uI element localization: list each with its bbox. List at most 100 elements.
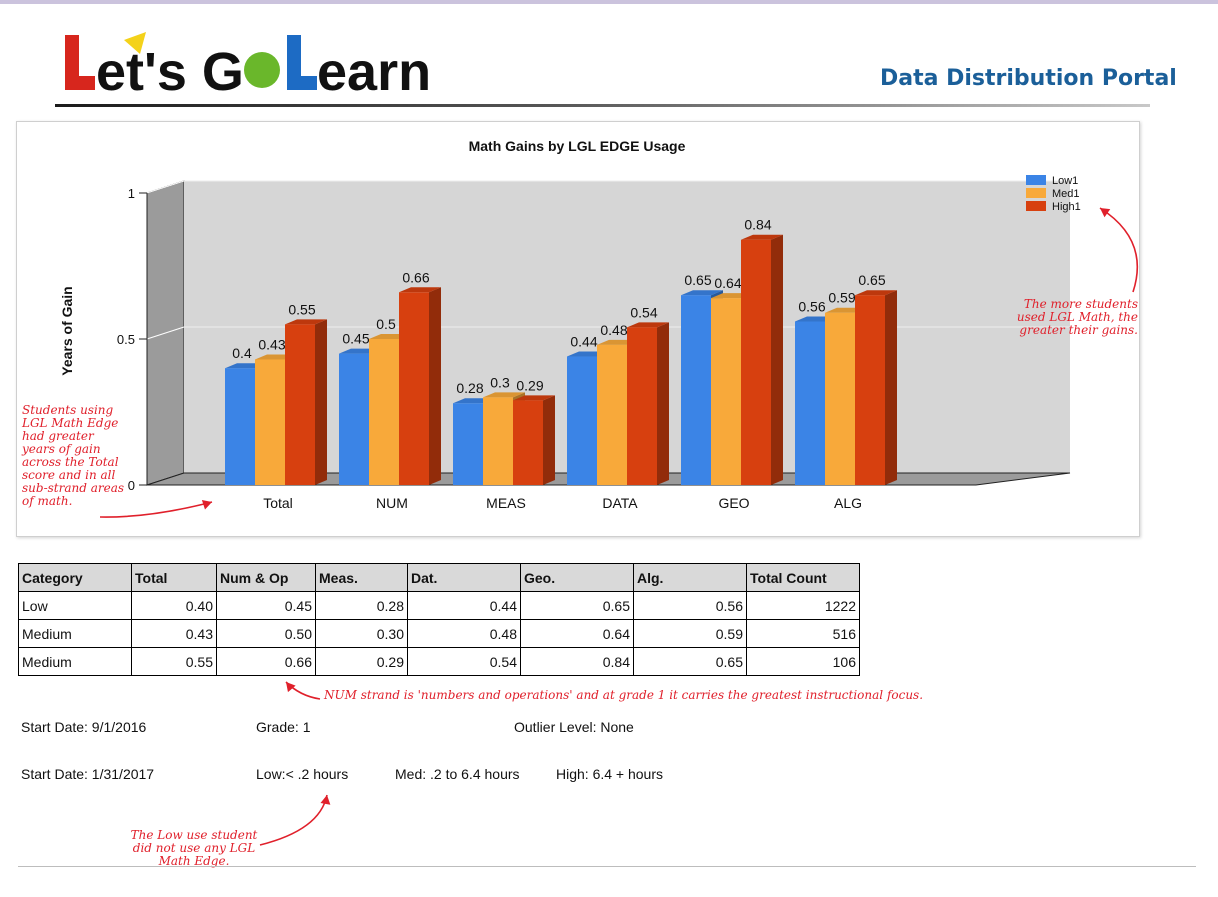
annotation-num-strand: NUM strand is 'numbers and operations' a…	[324, 688, 924, 702]
table-header: Total	[131, 563, 217, 592]
med-hours: Med: .2 to 6.4 hours	[395, 766, 520, 782]
table-cell: 0.30	[315, 619, 408, 648]
data-label: 0.5	[376, 316, 396, 332]
data-label: 0.29	[516, 377, 543, 393]
bar	[855, 295, 885, 485]
table-cell: Medium	[18, 619, 132, 648]
header-divider	[55, 104, 1150, 107]
data-label: 0.4	[232, 345, 252, 361]
annotation-low-use: The Low use student did not use any LGL …	[130, 828, 258, 868]
logo-l-icon-2	[287, 35, 317, 90]
data-label: 0.84	[744, 217, 771, 233]
annotation-arrow	[99, 501, 213, 518]
svg-text:earn: earn	[317, 42, 431, 100]
table-cell: 0.48	[407, 619, 521, 648]
arrow-head-icon	[320, 795, 331, 805]
bar-top	[855, 290, 897, 296]
table-row: Medium 0.43 0.50 0.30 0.48 0.64 0.59 516	[18, 619, 860, 648]
y-tick-label: 0.5	[117, 332, 135, 347]
legend-swatch	[1026, 188, 1046, 198]
bar	[399, 292, 429, 485]
table-header: Meas.	[315, 563, 408, 592]
start-date: Start Date: 9/1/2016	[21, 719, 147, 735]
high-hours: High: 6.4 + hours	[556, 766, 664, 782]
table-cell: 516	[746, 619, 860, 648]
table-cell: 0.28	[315, 591, 408, 620]
svg-text:et's G: et's G	[96, 42, 244, 100]
table-row: Low 0.40 0.45 0.28 0.44 0.65 0.56 1222	[18, 591, 860, 620]
grade: Grade: 1	[256, 719, 311, 735]
logo-flag-icon	[124, 32, 146, 54]
bar	[681, 295, 711, 485]
bar-top	[483, 392, 525, 398]
footer-divider	[18, 866, 1196, 867]
logo-l-icon	[65, 35, 95, 90]
top-accent-strip	[0, 0, 1218, 4]
data-label: 0.44	[570, 334, 597, 350]
bar	[513, 400, 543, 485]
table-header-row: Category Total Num & Op Meas. Dat. Geo. …	[18, 563, 860, 592]
table-header: Alg.	[633, 563, 747, 592]
x-tick-label: DATA	[602, 495, 638, 511]
bar	[567, 356, 597, 485]
table-row: Medium 0.55 0.66 0.29 0.54 0.84 0.65 106	[18, 647, 860, 676]
bar-side	[315, 319, 327, 485]
summary-table: Category Total Num & Op Meas. Dat. Geo. …	[18, 563, 860, 676]
table-header: Geo.	[520, 563, 634, 592]
legend-label: High1	[1052, 201, 1081, 213]
grid-line-side	[146, 180, 185, 194]
y-axis-label: Years of Gain	[59, 286, 75, 375]
arrow-head-icon	[1100, 208, 1111, 218]
bar	[795, 321, 825, 485]
bar-side	[429, 287, 441, 485]
bar	[597, 344, 627, 485]
data-label: 0.55	[288, 301, 315, 317]
bar-side	[771, 234, 783, 485]
data-label: 0.59	[828, 290, 855, 306]
bar	[255, 359, 285, 485]
x-tick-label: MEAS	[486, 495, 526, 511]
table-cell: Medium	[18, 647, 132, 676]
legend-swatch	[1026, 175, 1046, 185]
data-label: 0.56	[798, 298, 825, 314]
grid-line-side	[146, 326, 185, 340]
table-cell: 0.65	[520, 591, 634, 620]
table-cell: 0.64	[520, 619, 634, 648]
table-cell: 1222	[746, 591, 860, 620]
bar-top	[399, 287, 441, 293]
table-cell: 0.40	[131, 591, 217, 620]
y-tick-label: 1	[128, 186, 135, 201]
annotation-right: The more students used LGL Math, the gre…	[1016, 297, 1138, 337]
bar	[369, 339, 399, 485]
data-label: 0.28	[456, 380, 483, 396]
outlier-level: Outlier Level: None	[514, 719, 634, 735]
table-header: Dat.	[407, 563, 521, 592]
data-label: 0.54	[630, 304, 657, 320]
table-cell: 0.56	[633, 591, 747, 620]
table-cell: 0.55	[131, 647, 217, 676]
table-cell: 0.54	[407, 647, 521, 676]
bar	[483, 397, 513, 485]
annotation-arrow	[1099, 207, 1139, 293]
annotation-arrow	[259, 794, 328, 846]
bar-side	[657, 322, 669, 485]
table-cell: 0.29	[315, 647, 408, 676]
legend-label: Low1	[1052, 175, 1078, 187]
data-label: 0.65	[684, 272, 711, 288]
data-label: 0.64	[714, 275, 741, 291]
table-cell: 106	[746, 647, 860, 676]
table-header: Category	[18, 563, 132, 592]
x-tick-label: ALG	[834, 495, 862, 511]
x-tick-label: Total	[263, 495, 293, 511]
chart-title: Math Gains by LGL EDGE Usage	[469, 138, 686, 154]
bar-side	[543, 395, 555, 485]
x-tick-label: GEO	[718, 495, 749, 511]
legend-swatch	[1026, 201, 1046, 211]
data-label: 0.3	[490, 374, 510, 390]
math-gains-chart: Math Gains by LGL EDGE Usage 0 0.5 1 Years o…	[59, 138, 1081, 511]
data-label: 0.65	[858, 272, 885, 288]
data-label: 0.45	[342, 331, 369, 347]
table-cell: 0.84	[520, 647, 634, 676]
bar-top	[681, 290, 723, 296]
